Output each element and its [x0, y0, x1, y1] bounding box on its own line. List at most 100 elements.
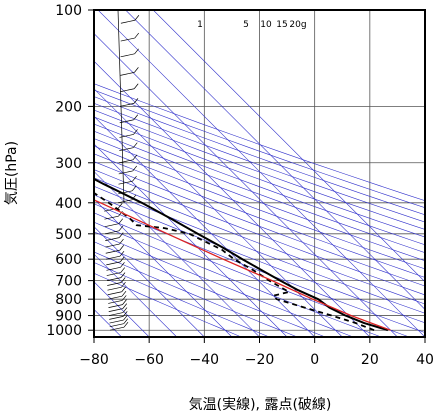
mixing-ratio-label: 10 [260, 20, 272, 30]
mixing-ratio-label: 20g [289, 20, 306, 30]
wind-barb-flag [133, 129, 138, 135]
wind-barb-flag [122, 303, 128, 309]
wind-barb [120, 53, 135, 58]
dry-adiabat-line [94, 231, 354, 337]
wind-barb-flag [121, 295, 127, 301]
dry-adiabat-line [94, 123, 425, 246]
series-layer [94, 177, 391, 332]
wind-barb-flag [117, 203, 123, 209]
wind-barb [104, 230, 120, 235]
wind-barb-flag [133, 98, 139, 104]
isotherm-line [97, 10, 425, 337]
wind-barb [118, 180, 133, 185]
dry-adiabat-line [94, 241, 326, 337]
pressure-tick-label: 900 [55, 309, 82, 325]
grid-layer [94, 10, 425, 337]
wind-barb-flag [134, 48, 139, 55]
wind-barb [119, 147, 134, 152]
isotherm-line [94, 33, 398, 337]
wind-barb-flag [119, 250, 125, 257]
pressure-tick-label: 200 [55, 99, 82, 115]
wind-barb [120, 37, 135, 42]
temperature-tick-label: 40 [416, 352, 434, 368]
x-axis-title: 気温(実線), 露点(破線) [189, 397, 332, 412]
wind-barb-flag [118, 218, 124, 224]
parcel-path-line [94, 199, 391, 331]
wind-barb [105, 243, 120, 248]
wind-barb-flag [120, 262, 125, 268]
wind-barb [106, 266, 121, 271]
wind-barb-flag [132, 165, 138, 172]
wind-barb-flag [123, 321, 129, 328]
temperature-tick-label: −20 [245, 352, 275, 368]
wind-barb [117, 199, 133, 204]
dry-adiabat-line [94, 83, 425, 202]
wind-barb-flag [135, 2, 139, 7]
wind-barb [105, 237, 120, 241]
dry-adiabat-line [94, 169, 425, 296]
wind-barb [119, 103, 135, 107]
wind-barb-flag [134, 67, 139, 73]
isotherm-line [125, 10, 425, 310]
pressure-tick-label: 500 [55, 227, 82, 243]
dry-adiabat-line [94, 251, 298, 337]
mixing-ratio-label: 5 [243, 20, 249, 30]
pressure-tick-label: 600 [55, 252, 82, 268]
wind-barb [109, 319, 124, 324]
wind-barb [120, 88, 135, 93]
isotherm-line [94, 198, 233, 337]
wind-barb [105, 249, 120, 254]
pressure-tick-label: 400 [55, 196, 82, 212]
wind-barb-flag [134, 32, 140, 39]
guide-lines-layer: 1 5 10 15 20g [94, 10, 425, 337]
wind-barb-flag [122, 307, 128, 313]
wind-barb-flag [118, 225, 124, 232]
wind-barb-flag [133, 83, 139, 89]
dry-adiabat-line [94, 185, 425, 314]
dry-adiabat-line [94, 262, 270, 337]
wind-barb-flag [119, 256, 125, 263]
wind-barb [120, 19, 135, 24]
wind-barb [118, 170, 133, 175]
pressure-tick-label: 800 [55, 292, 82, 308]
mixing-ratio-label: 15 [276, 20, 287, 30]
wind-barb [109, 326, 125, 331]
wind-barb-flag [120, 267, 126, 273]
wind-barb-flag [119, 245, 125, 251]
wind-barb [106, 272, 121, 276]
wind-barb [118, 159, 134, 164]
wind-barb [109, 323, 124, 328]
pressure-tick-label: 300 [55, 156, 82, 172]
wind-barb [108, 300, 123, 304]
wind-barb-flag [123, 314, 128, 321]
wind-barb [108, 312, 124, 316]
wind-barb-flag [119, 238, 124, 245]
dry-adiabat-line [94, 116, 425, 238]
wind-barb [119, 119, 134, 124]
wind-barb-flag [118, 232, 124, 238]
wind-barb [108, 308, 123, 312]
pressure-tick-label: 1000 [46, 323, 82, 339]
wind-barb-flag [121, 290, 127, 297]
mixing-ratio-label: 1 [197, 20, 203, 30]
wind-barb [107, 291, 122, 296]
y-axis-title: 気圧(hPa) [4, 141, 20, 205]
dry-adiabat-line [94, 109, 425, 230]
wind-barb-flag [121, 286, 127, 292]
dry-adiabat-line [94, 177, 425, 305]
wind-barb-flag [134, 15, 140, 21]
wind-barb [108, 304, 123, 308]
wind-barb [104, 215, 119, 220]
wind-staff [117, 10, 125, 203]
isotherm-line [94, 88, 343, 337]
dry-adiabat-line [94, 272, 242, 337]
wind-profile-layer [104, 2, 140, 331]
dry-adiabat-line [94, 161, 425, 287]
wind-barb-flag [121, 281, 126, 288]
pressure-tick-label: 700 [55, 274, 82, 290]
dry-adiabat-line [94, 145, 425, 270]
isotherm-line [94, 253, 177, 337]
dry-adiabat-line [94, 221, 382, 337]
